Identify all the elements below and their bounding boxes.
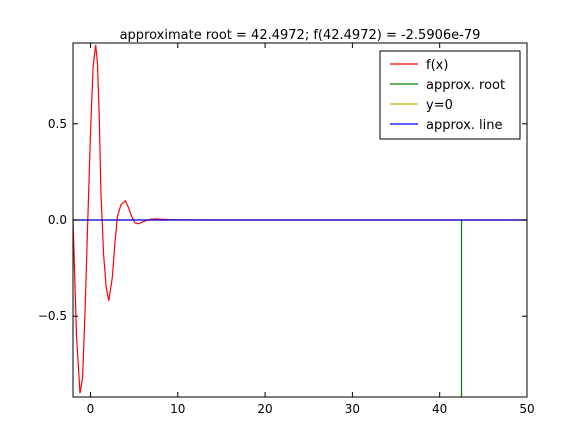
y-tick-label: −0.5 [38, 309, 67, 323]
legend-label: approx. line [426, 118, 503, 133]
ticks-layer: 0 10 20 30 40 50 0.5 0.0 −0.5 [38, 43, 535, 416]
x-tick-label: 50 [519, 402, 534, 416]
plot-frame [72, 42, 528, 398]
x-tick-label: 20 [257, 402, 272, 416]
y-tick-label: 0.5 [48, 117, 67, 131]
y-tick-label: 0.0 [48, 213, 67, 227]
chart-title: approximate root = 42.4972; f(42.4972) =… [120, 28, 481, 43]
legend-label: y=0 [426, 98, 453, 113]
x-tick-label: 40 [432, 402, 447, 416]
series-layer [72, 44, 527, 397]
x-tick-label: 0 [87, 402, 95, 416]
legend: f(x) approx. root y=0 approx. line [379, 50, 521, 140]
x-tick-label: 30 [345, 402, 360, 416]
x-tick-label: 10 [170, 402, 185, 416]
legend-label: f(x) [426, 58, 448, 73]
legend-label: approx. root [426, 78, 505, 93]
